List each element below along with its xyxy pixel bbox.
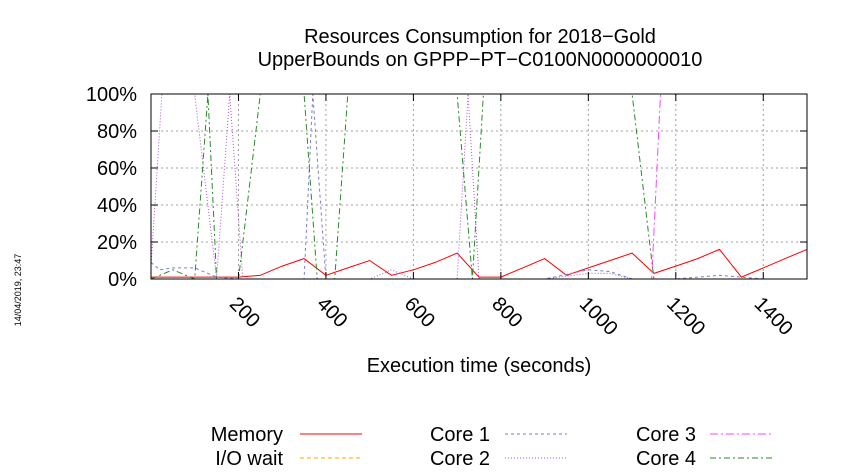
y-tick-label: 40% (97, 195, 137, 217)
x-tick-label: 600 (400, 293, 439, 332)
series-lines (150, 93, 808, 280)
series-line-core-2 (150, 93, 807, 280)
y-tick-label: 80% (97, 121, 137, 143)
y-tick-label: 100% (86, 84, 137, 106)
y-tick-label: 20% (97, 232, 137, 254)
x-tick-label: 800 (487, 293, 526, 332)
series-line-memory (151, 248, 808, 278)
x-tick-label: 1200 (662, 293, 709, 340)
y-tick-label: 0% (108, 269, 137, 291)
x-tick-label: 400 (312, 293, 351, 332)
plot-frame (150, 93, 808, 280)
chart-title-line-2: UpperBounds on GPPP−PT−C0100N0000000010 (258, 49, 703, 71)
legend-label: Core 4 (636, 448, 696, 470)
x-axis-label: Execution time (seconds) (367, 355, 592, 377)
legend-label: Core 2 (430, 448, 490, 470)
legend-label: Memory (211, 424, 283, 446)
legend-label: I/O wait (215, 448, 283, 470)
x-tick-label: 1400 (750, 293, 797, 340)
grid (151, 94, 807, 279)
series-line-core-4 (150, 93, 807, 280)
legend-label: Core 1 (430, 424, 490, 446)
timestamp-label: 14/04/2019, 23:47 (13, 254, 23, 327)
y-tick-label: 60% (97, 158, 137, 180)
legend-label: Core 3 (636, 424, 696, 446)
x-tick-label: 200 (225, 293, 264, 332)
x-tick-label: 1000 (575, 293, 622, 340)
chart-title-line-1: Resources Consumption for 2018−Gold (304, 26, 656, 48)
ticks: 0% 20% 40% 60% 80% 100% 200 400 600 800 1000 1200 14… (86, 84, 807, 340)
